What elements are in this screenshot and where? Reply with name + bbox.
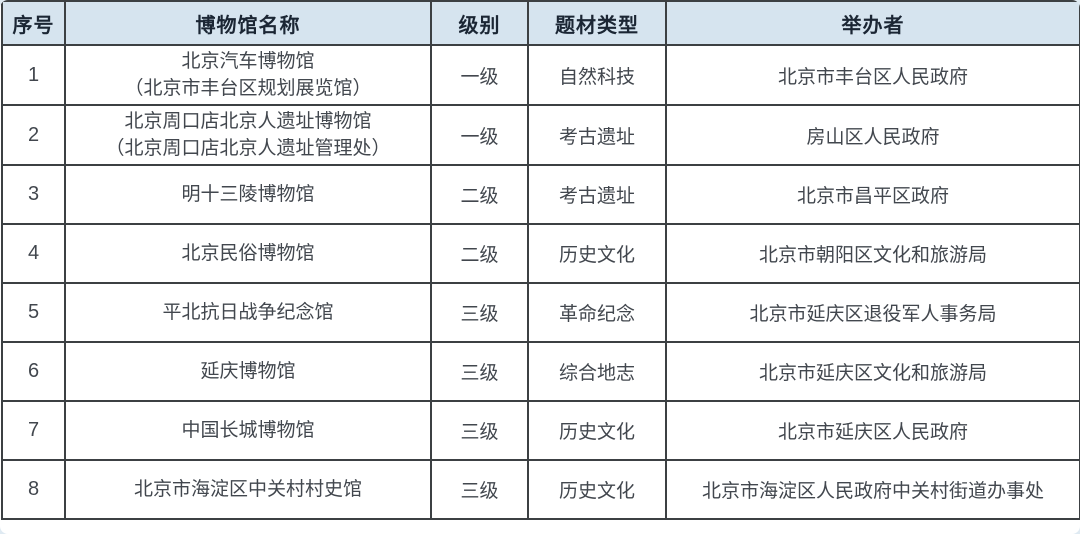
cell-level: 二级 xyxy=(430,223,529,284)
cell-organizer: 北京市丰台区人民政府 xyxy=(665,44,1080,106)
museum-table: 序号 博物馆名称 级别 题材类型 举办者 1 北京汽车博物馆 （北京市丰台区规划… xyxy=(1,0,1080,520)
table-header-row: 序号 博物馆名称 级别 题材类型 举办者 xyxy=(1,0,1080,46)
cell-index: 5 xyxy=(1,282,66,343)
cell-organizer: 房山区人民政府 xyxy=(665,104,1080,166)
cell-theme-type: 综合地志 xyxy=(527,341,667,402)
cell-level: 一级 xyxy=(430,104,529,166)
table-row: 2 北京周口店北京人遗址博物馆 （北京周口店北京人遗址管理处） 一级 考古遗址 … xyxy=(1,104,1080,166)
cell-museum-name: 北京民俗博物馆 xyxy=(64,223,432,284)
cell-organizer: 北京市朝阳区文化和旅游局 xyxy=(665,223,1080,284)
table-row: 3 明十三陵博物馆 二级 考古遗址 北京市昌平区政府 xyxy=(1,164,1080,225)
cell-level: 二级 xyxy=(430,164,529,225)
cell-organizer: 北京市海淀区人民政府中关村街道办事处 xyxy=(665,459,1080,520)
cell-museum-name: 北京周口店北京人遗址博物馆 （北京周口店北京人遗址管理处） xyxy=(64,104,432,166)
cell-museum-name: 中国长城博物馆 xyxy=(64,400,432,461)
cell-organizer: 北京市延庆区人民政府 xyxy=(665,400,1080,461)
cell-index: 7 xyxy=(1,400,66,461)
cell-theme-type: 考古遗址 xyxy=(527,104,667,166)
col-header-level: 级别 xyxy=(430,0,529,46)
cell-theme-type: 历史文化 xyxy=(527,400,667,461)
cell-index: 8 xyxy=(1,459,66,520)
cell-organizer: 北京市延庆区退役军人事务局 xyxy=(665,282,1080,343)
cell-level: 三级 xyxy=(430,282,529,343)
cell-level: 三级 xyxy=(430,459,529,520)
col-header-theme-type: 题材类型 xyxy=(527,0,667,46)
table-row: 6 延庆博物馆 三级 综合地志 北京市延庆区文化和旅游局 xyxy=(1,341,1080,402)
cell-level: 一级 xyxy=(430,44,529,106)
table-row: 4 北京民俗博物馆 二级 历史文化 北京市朝阳区文化和旅游局 xyxy=(1,223,1080,284)
cell-theme-type: 历史文化 xyxy=(527,459,667,520)
table-row: 5 平北抗日战争纪念馆 三级 革命纪念 北京市延庆区退役军人事务局 xyxy=(1,282,1080,343)
cell-museum-name: 明十三陵博物馆 xyxy=(64,164,432,225)
cell-organizer: 北京市延庆区文化和旅游局 xyxy=(665,341,1080,402)
cell-index: 3 xyxy=(1,164,66,225)
cell-museum-name: 延庆博物馆 xyxy=(64,341,432,402)
cell-index: 6 xyxy=(1,341,66,402)
table-row: 7 中国长城博物馆 三级 历史文化 北京市延庆区人民政府 xyxy=(1,400,1080,461)
cell-level: 三级 xyxy=(430,341,529,402)
col-header-index: 序号 xyxy=(1,0,66,46)
cell-index: 2 xyxy=(1,104,66,166)
cell-index: 1 xyxy=(1,44,66,106)
cell-index: 4 xyxy=(1,223,66,284)
table-row: 1 北京汽车博物馆 （北京市丰台区规划展览馆） 一级 自然科技 北京市丰台区人民… xyxy=(1,44,1080,106)
cell-theme-type: 自然科技 xyxy=(527,44,667,106)
cell-level: 三级 xyxy=(430,400,529,461)
cell-museum-name: 北京市海淀区中关村村史馆 xyxy=(64,459,432,520)
table-row: 8 北京市海淀区中关村村史馆 三级 历史文化 北京市海淀区人民政府中关村街道办事… xyxy=(1,459,1080,520)
cell-theme-type: 历史文化 xyxy=(527,223,667,284)
cell-theme-type: 考古遗址 xyxy=(527,164,667,225)
cell-museum-name: 北京汽车博物馆 （北京市丰台区规划展览馆） xyxy=(64,44,432,106)
cell-theme-type: 革命纪念 xyxy=(527,282,667,343)
cell-organizer: 北京市昌平区政府 xyxy=(665,164,1080,225)
cell-museum-name: 平北抗日战争纪念馆 xyxy=(64,282,432,343)
col-header-museum-name: 博物馆名称 xyxy=(64,0,432,46)
col-header-organizer: 举办者 xyxy=(665,0,1080,46)
